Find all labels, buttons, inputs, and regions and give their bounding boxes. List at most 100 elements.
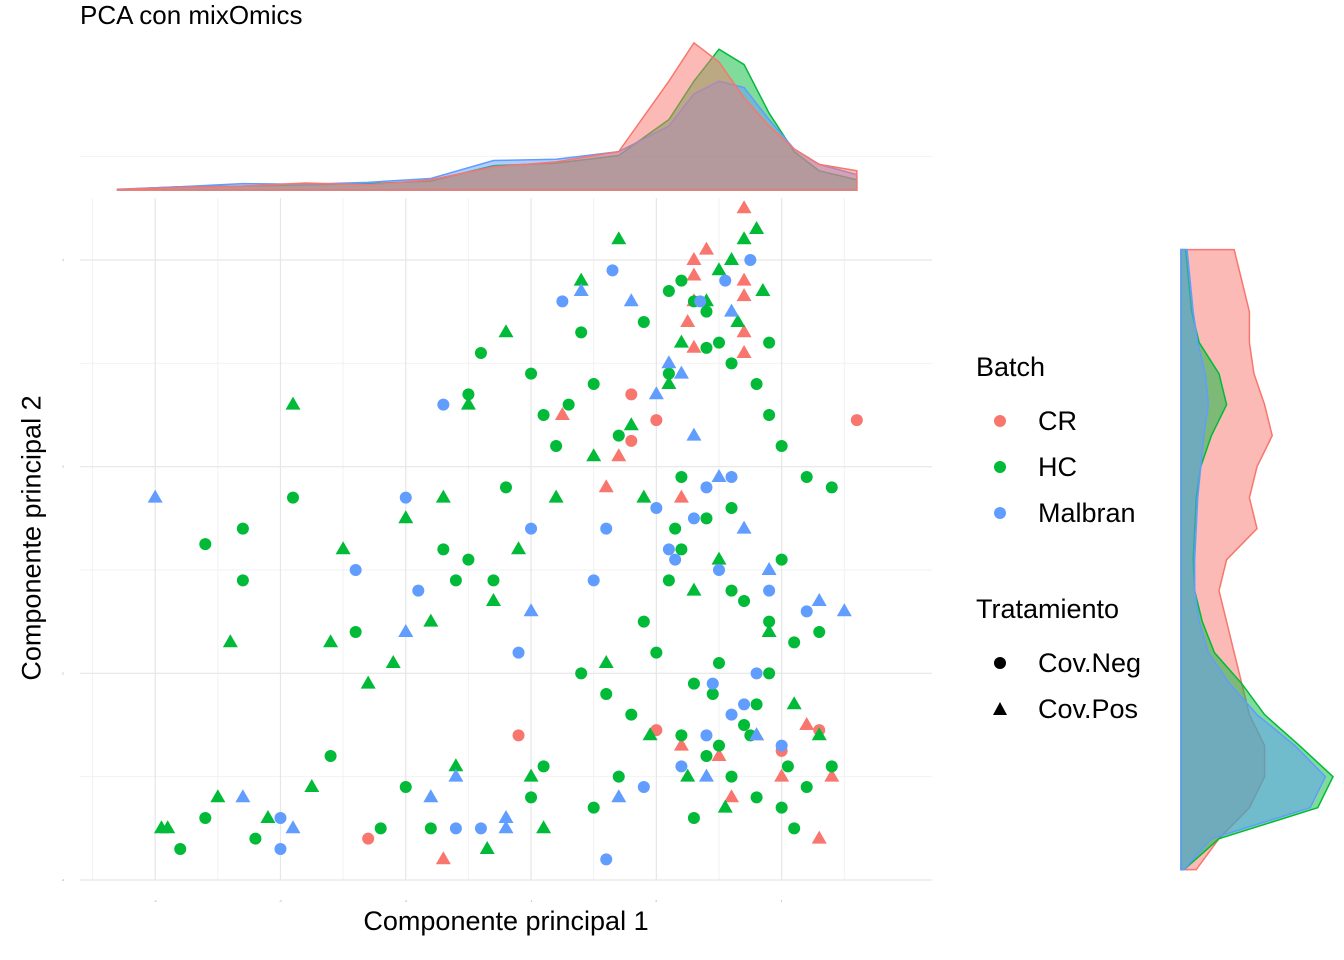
point-cr-cov-neg	[850, 414, 863, 427]
point-cr-cov-pos	[598, 479, 614, 493]
point-hc-cov-pos	[398, 510, 414, 524]
point-hc-cov-neg	[738, 595, 751, 607]
legend-key-triangle	[990, 699, 1010, 719]
point-hc-cov-neg	[537, 760, 550, 773]
point-hc-cov-neg	[738, 719, 751, 731]
point-cr-cov-pos	[736, 272, 752, 286]
point-hc-cov-neg	[700, 341, 713, 354]
point-malbran-cov-neg	[512, 646, 525, 659]
point-malbran-cov-pos	[736, 520, 752, 534]
point-hc-cov-neg	[600, 688, 613, 700]
point-hc-cov-pos	[222, 634, 238, 648]
point-malbran-cov-neg	[738, 698, 751, 711]
point-hc-cov-neg	[287, 491, 299, 504]
point-malbran-cov-neg	[412, 584, 425, 597]
point-hc-cov-neg	[788, 822, 801, 835]
point-cr-cov-pos	[824, 768, 840, 782]
point-malbran-cov-neg	[713, 564, 725, 576]
point-hc-cov-pos	[511, 541, 527, 555]
point-malbran-cov-neg	[274, 812, 287, 824]
point-hc-cov-pos	[686, 582, 702, 596]
point-hc-cov-neg	[713, 657, 725, 669]
point-malbran-cov-neg	[449, 822, 462, 835]
point-cr-cov-pos	[611, 448, 627, 462]
legend-key-hc	[990, 457, 1010, 477]
point-cr-cov-pos	[686, 267, 702, 281]
point-malbran-cov-pos	[523, 603, 539, 617]
point-hc-cov-neg	[637, 316, 650, 328]
point-hc-cov-pos	[260, 809, 276, 823]
point-malbran-cov-neg	[669, 553, 682, 566]
y-tick-label: -2	[61, 671, 64, 675]
point-hc-cov-pos	[717, 799, 733, 813]
point-malbran-cov-neg	[600, 522, 613, 535]
legend-key-circle	[990, 653, 1010, 673]
point-hc-cov-pos	[153, 820, 169, 834]
point-hc-cov-neg	[650, 646, 663, 659]
point-hc-cov-neg	[775, 440, 788, 452]
point-malbran-cov-neg	[606, 264, 619, 277]
legend-item-cov-neg: Cov.Neg	[990, 648, 1141, 678]
point-cr-cov-neg	[625, 388, 638, 401]
point-malbran-cov-neg	[399, 491, 412, 504]
x-tick-label: -4	[154, 899, 157, 903]
x-axis-label: Componente principal 1	[363, 906, 649, 936]
point-hc-cov-neg	[675, 729, 688, 742]
legend-label-cov-pos: Cov.Pos	[1038, 693, 1139, 724]
point-hc-cov-neg	[750, 791, 763, 804]
right-density-malbran	[1180, 248, 1327, 871]
point-hc-cov-neg	[575, 667, 588, 680]
point-hc-cov-pos	[323, 634, 339, 648]
point-cr-cov-pos	[686, 251, 702, 265]
point-hc-cov-neg	[725, 502, 738, 514]
point-hc-cov-neg	[825, 481, 838, 494]
point-hc-cov-pos	[673, 334, 689, 348]
point-hc-cov-neg	[763, 667, 776, 680]
point-hc-cov-neg	[424, 822, 437, 835]
point-malbran-cov-neg	[700, 729, 713, 742]
point-hc-cov-neg	[625, 708, 638, 721]
point-hc-cov-neg	[750, 698, 763, 711]
point-malbran-cov-neg	[700, 481, 713, 494]
point-cr-cov-pos	[736, 200, 752, 214]
point-malbran-cov-pos	[611, 789, 627, 803]
point-malbran-cov-neg	[587, 574, 600, 587]
x-tick-label: -2	[404, 899, 407, 903]
point-malbran-cov-neg	[687, 512, 700, 525]
point-hc-cov-neg	[750, 378, 763, 390]
point-hc-cov-pos	[642, 727, 658, 741]
point-hc-cov-neg	[781, 760, 794, 773]
point-hc-cov-neg	[500, 481, 512, 494]
point-hc-cov-neg	[763, 336, 776, 349]
point-hc-cov-neg	[324, 750, 337, 762]
y-tick-label: -4	[61, 878, 64, 882]
point-hc-cov-pos	[711, 262, 727, 276]
legend-item-malbran: Malbran	[990, 498, 1136, 528]
point-malbran-cov-pos	[285, 820, 301, 834]
point-hc-cov-neg	[775, 801, 788, 814]
point-malbran-cov-neg	[274, 843, 287, 855]
point-hc-cov-pos	[736, 231, 752, 245]
point-hc-cov-neg	[725, 770, 738, 783]
point-hc-cov-pos	[573, 272, 589, 286]
point-hc-cov-neg	[800, 781, 813, 793]
point-hc-cov-neg	[525, 367, 538, 380]
point-hc-cov-neg	[199, 538, 212, 551]
point-hc-cov-neg	[199, 812, 212, 824]
point-hc-cov-pos	[385, 654, 401, 668]
x-tick-label: -1	[530, 899, 533, 903]
point-cr-cov-neg	[362, 832, 375, 845]
point-hc-cov-pos	[335, 541, 351, 555]
point-malbran-cov-pos	[235, 789, 251, 803]
point-hc-cov-neg	[825, 760, 838, 773]
point-hc-cov-neg	[236, 522, 249, 535]
point-hc-cov-neg	[725, 584, 738, 597]
point-hc-cov-neg	[675, 274, 688, 287]
y-axis-label: Componente principal 2	[16, 395, 47, 681]
point-cr-cov-pos	[774, 768, 790, 782]
point-cr-cov-pos	[673, 737, 689, 751]
point-malbran-cov-pos	[724, 303, 740, 317]
point-malbran-cov-neg	[800, 605, 813, 618]
point-cr-cov-pos	[435, 851, 451, 865]
y-tick-label: 2	[62, 258, 64, 262]
